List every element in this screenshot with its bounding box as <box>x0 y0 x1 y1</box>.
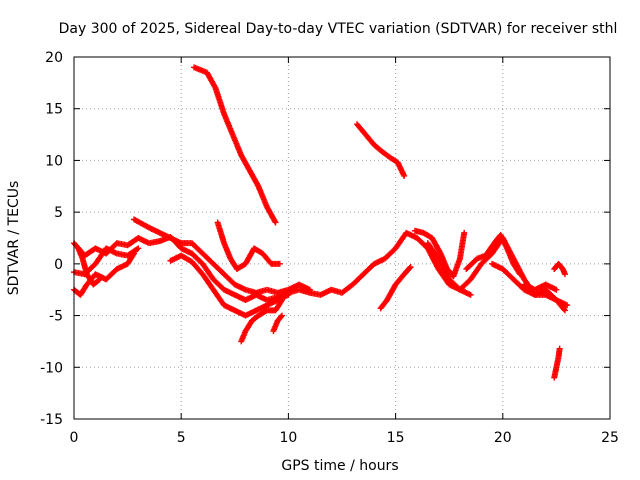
data-point <box>272 219 279 226</box>
y-tick-label: 5 <box>54 205 63 221</box>
y-axis: -15 -10 -5 0 5 10 15 20 <box>40 50 610 428</box>
x-tick-label: 15 <box>387 430 405 446</box>
data-point <box>278 298 285 305</box>
series-track-19 <box>551 260 568 278</box>
data-points <box>71 64 571 381</box>
data-point <box>406 264 413 271</box>
series-track-11 <box>354 121 408 179</box>
data-point <box>134 246 141 253</box>
series-track-12 <box>377 263 414 312</box>
data-point <box>278 297 285 304</box>
data-point <box>553 286 560 293</box>
data-point <box>278 312 285 319</box>
series-track-17 <box>521 281 560 293</box>
series-track-4 <box>75 245 103 288</box>
x-tick-label: 25 <box>601 430 619 446</box>
x-axis: 0 5 10 15 20 25 <box>70 57 619 446</box>
x-tick-label: 10 <box>279 430 297 446</box>
y-tick-label: -15 <box>40 412 63 428</box>
series-track-7 <box>191 64 279 226</box>
data-point <box>95 277 102 284</box>
data-point <box>401 172 408 179</box>
data-point <box>278 313 285 320</box>
data-point <box>276 260 283 267</box>
data-point <box>461 229 468 236</box>
series-track-8 <box>214 219 283 273</box>
series-track-10 <box>270 312 285 335</box>
grid <box>74 57 610 419</box>
series-track-16 <box>489 260 568 314</box>
data-point <box>271 218 278 225</box>
data-point <box>556 345 563 352</box>
data-point <box>516 271 523 278</box>
data-point <box>306 286 313 293</box>
y-axis-title: SDTVAR / TECUs <box>6 181 22 296</box>
data-point <box>211 83 218 90</box>
plot-frame <box>73 56 611 420</box>
x-axis-title: GPS time / hours <box>281 458 398 474</box>
data-point <box>516 269 523 276</box>
data-point <box>561 306 568 313</box>
x-tick-label: 5 <box>177 430 186 446</box>
chart-title: Day 300 of 2025, Sidereal Day-to-day VTE… <box>59 21 618 37</box>
series-track-9 <box>238 297 285 345</box>
x-tick-label: 0 <box>70 430 79 446</box>
series-track-3 <box>71 245 142 278</box>
series-track-6 <box>167 252 292 319</box>
data-point <box>285 291 292 298</box>
y-tick-label: 0 <box>54 257 63 273</box>
series-track-5 <box>131 216 313 296</box>
y-tick-label: 20 <box>45 50 63 66</box>
data-point <box>436 249 443 256</box>
y-tick-label: -10 <box>40 360 63 376</box>
y-tick-label: 10 <box>45 153 63 169</box>
series-track-15 <box>463 231 523 278</box>
data-point <box>564 302 571 309</box>
series-track-18 <box>551 345 563 381</box>
y-tick-label: 15 <box>45 102 63 118</box>
data-point <box>561 307 568 314</box>
data-point <box>467 291 474 298</box>
data-point <box>96 276 103 283</box>
x-tick-label: 20 <box>494 430 512 446</box>
data-point <box>407 263 414 270</box>
series-track-14 <box>424 240 474 298</box>
data-point <box>561 271 568 278</box>
y-tick-label: -5 <box>49 309 63 325</box>
data-point <box>135 245 142 252</box>
